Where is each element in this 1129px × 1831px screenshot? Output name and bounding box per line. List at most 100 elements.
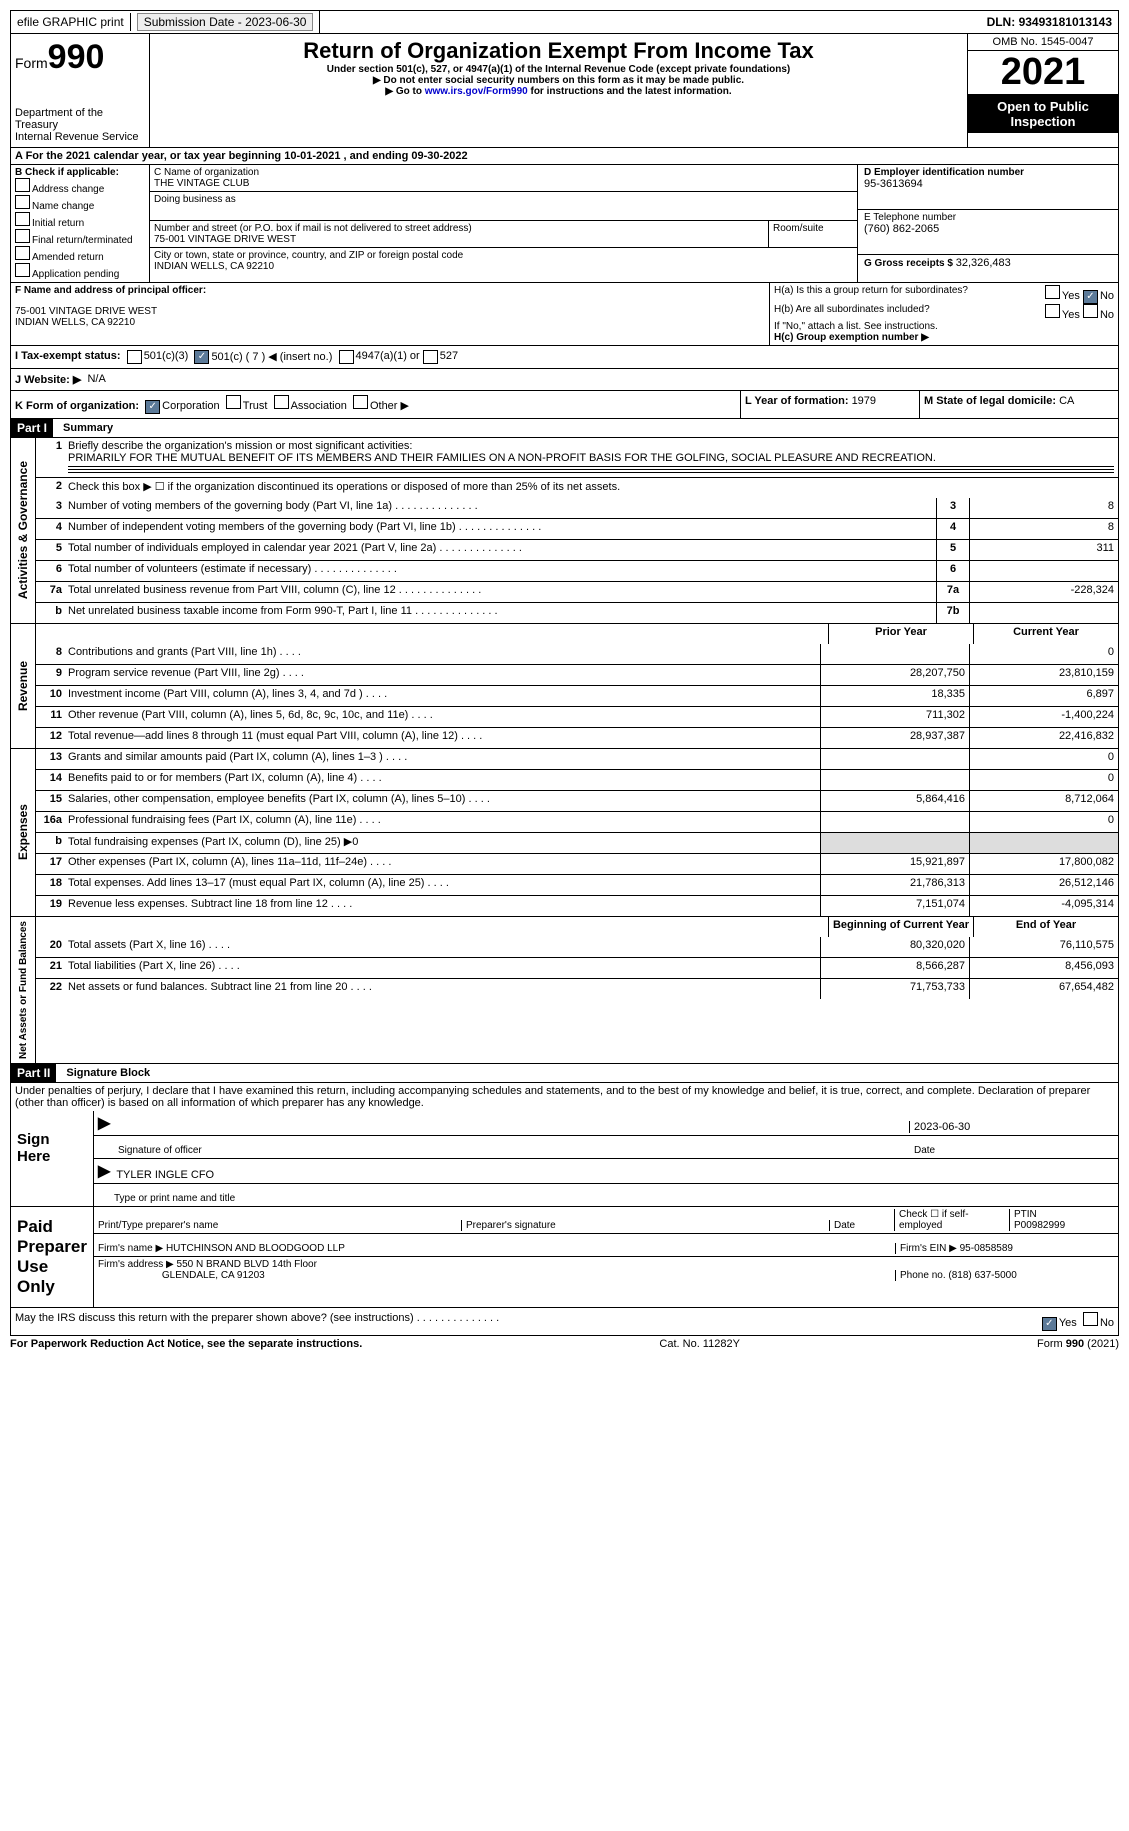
part2-badge: Part II xyxy=(11,1064,56,1082)
chk-application-pending[interactable] xyxy=(15,263,30,277)
ha-label: H(a) Is this a group return for subordin… xyxy=(774,285,968,304)
line-i: I Tax-exempt status: 501(c)(3) ✓501(c) (… xyxy=(10,346,1119,369)
table-row: 14Benefits paid to or for members (Part … xyxy=(36,769,1118,790)
pp-date-label: Date xyxy=(829,1220,894,1231)
submission-date-button[interactable]: Submission Date - 2023-06-30 xyxy=(137,13,314,31)
col-current-year: Current Year xyxy=(973,624,1118,644)
table-row: 20Total assets (Part X, line 16)80,320,0… xyxy=(36,937,1118,957)
box-e-label: E Telephone number xyxy=(864,212,1112,223)
chk-527[interactable] xyxy=(423,350,438,364)
officer-name-title: TYLER INGLE CFO xyxy=(116,1169,214,1181)
section-net-assets: Net Assets or Fund Balances Beginning of… xyxy=(10,917,1119,1064)
firm-addr2: GLENDALE, CA 91203 xyxy=(162,1270,265,1281)
chk-hb-no[interactable] xyxy=(1083,304,1098,318)
line-j: J Website: ▶ N/A xyxy=(10,369,1119,391)
firm-ein: 95-0858589 xyxy=(960,1243,1013,1254)
paid-preparer-block: Paid Preparer Use Only Print/Type prepar… xyxy=(10,1207,1119,1308)
chk-amended-return[interactable] xyxy=(15,246,30,260)
org-city: INDIAN WELLS, CA 92210 xyxy=(154,261,853,272)
table-row: 10Investment income (Part VIII, column (… xyxy=(36,685,1118,706)
table-row: 21Total liabilities (Part X, line 26)8,5… xyxy=(36,957,1118,978)
chk-address-change[interactable] xyxy=(15,178,30,192)
box-c-name-label: C Name of organization xyxy=(154,167,853,178)
box-j-label: J Website: ▶ xyxy=(15,373,81,386)
state-domicile: CA xyxy=(1059,395,1074,407)
chk-discuss-no[interactable] xyxy=(1083,1312,1098,1326)
chk-4947[interactable] xyxy=(339,350,354,364)
section-bcdeg: B Check if applicable: Address change Na… xyxy=(10,165,1119,283)
chk-ha-yes[interactable] xyxy=(1045,285,1060,299)
col-prior-year: Prior Year xyxy=(828,624,973,644)
goto-line: ▶ Go to www.irs.gov/Form990 for instruct… xyxy=(154,86,963,97)
part1-title: Summary xyxy=(63,422,113,434)
type-name-label: Type or print name and title xyxy=(94,1184,1118,1206)
col-eoy: End of Year xyxy=(973,917,1118,937)
chk-assoc[interactable] xyxy=(274,395,289,409)
org-address: 75-001 VINTAGE DRIVE WEST xyxy=(154,234,764,245)
tab-net-assets: Net Assets or Fund Balances xyxy=(18,917,29,1063)
dln-label: DLN: xyxy=(987,15,1019,29)
line-a-period: A For the 2021 calendar year, or tax yea… xyxy=(10,148,1119,165)
hc-label: H(c) Group exemption number ▶ xyxy=(774,332,1114,343)
table-row: 15Salaries, other compensation, employee… xyxy=(36,790,1118,811)
website-value: N/A xyxy=(87,373,105,386)
table-row: 3Number of voting members of the governi… xyxy=(36,498,1118,518)
ssn-warning: ▶ Do not enter social security numbers o… xyxy=(154,75,963,86)
firm-ein-label: Firm's EIN ▶ xyxy=(900,1243,960,1254)
chk-discuss-yes[interactable]: ✓ xyxy=(1042,1317,1057,1331)
org-name: THE VINTAGE CLUB xyxy=(154,178,853,189)
table-row: 8Contributions and grants (Part VIII, li… xyxy=(36,644,1118,664)
form990-link[interactable]: www.irs.gov/Form990 xyxy=(425,86,528,97)
table-row: 6Total number of volunteers (estimate if… xyxy=(36,560,1118,581)
chk-initial-return[interactable] xyxy=(15,212,30,226)
sign-here-block: Sign Here ▶ 2023-06-30 Signature of offi… xyxy=(10,1111,1119,1207)
chk-501c[interactable]: ✓ xyxy=(194,350,209,364)
table-row: 9Program service revenue (Part VIII, lin… xyxy=(36,664,1118,685)
perjury-declaration: Under penalties of perjury, I declare th… xyxy=(10,1083,1119,1111)
chk-501c3[interactable] xyxy=(127,350,142,364)
sig-date: 2023-06-30 xyxy=(909,1121,1114,1133)
table-row: 7aTotal unrelated business revenue from … xyxy=(36,581,1118,602)
form-title: Return of Organization Exempt From Incom… xyxy=(154,38,963,64)
sign-here-label: Sign Here xyxy=(11,1111,94,1206)
table-row: 19Revenue less expenses. Subtract line 1… xyxy=(36,895,1118,916)
open-to-public: Open to Public Inspection xyxy=(968,95,1118,133)
efile-label: efile GRAPHIC print xyxy=(17,15,124,29)
firm-addr1: 550 N BRAND BLVD 14th Floor xyxy=(177,1259,317,1270)
omb-number: OMB No. 1545-0047 xyxy=(968,34,1118,50)
chk-hb-yes[interactable] xyxy=(1045,304,1060,318)
table-row: 13Grants and similar amounts paid (Part … xyxy=(36,749,1118,769)
pra-notice: For Paperwork Reduction Act Notice, see … xyxy=(10,1338,362,1350)
table-row: 11Other revenue (Part VIII, column (A), … xyxy=(36,706,1118,727)
section-fh: F Name and address of principal officer:… xyxy=(10,283,1119,346)
hb-note: If "No," attach a list. See instructions… xyxy=(774,321,1114,332)
arrow-icon: ▶ xyxy=(98,1113,110,1133)
phone-value: (818) 637-5000 xyxy=(948,1270,1016,1281)
section-activities-governance: Activities & Governance 1 Briefly descri… xyxy=(10,438,1119,624)
arrow-icon: ▶ xyxy=(98,1161,110,1181)
addr-label: Number and street (or P.O. box if mail i… xyxy=(154,223,764,234)
table-row: bTotal fundraising expenses (Part IX, co… xyxy=(36,832,1118,853)
dln-value: 93493181013143 xyxy=(1019,15,1112,29)
chk-ha-no[interactable]: ✓ xyxy=(1083,290,1098,304)
page-footer: For Paperwork Reduction Act Notice, see … xyxy=(10,1336,1119,1350)
chk-other[interactable] xyxy=(353,395,368,409)
chk-name-change[interactable] xyxy=(15,195,30,209)
pp-sig-label: Preparer's signature xyxy=(461,1220,829,1231)
discuss-text: May the IRS discuss this return with the… xyxy=(15,1312,499,1331)
table-row: 12Total revenue—add lines 8 through 11 (… xyxy=(36,727,1118,748)
date-label: Date xyxy=(910,1145,1114,1156)
form-subtitle: Under section 501(c), 527, or 4947(a)(1)… xyxy=(154,64,963,75)
sig-officer-label: Signature of officer xyxy=(98,1145,910,1156)
line1-label: Briefly describe the organization's miss… xyxy=(68,440,412,452)
dba-label: Doing business as xyxy=(154,194,853,205)
chk-final-return[interactable] xyxy=(15,229,30,243)
chk-corp[interactable]: ✓ xyxy=(145,400,160,414)
form-ref: Form 990 (2021) xyxy=(1037,1338,1119,1350)
line-klm: K Form of organization: ✓Corporation Tru… xyxy=(10,391,1119,419)
ptin-value: P00982999 xyxy=(1014,1220,1065,1231)
box-m-label: M State of legal domicile: xyxy=(924,395,1059,407)
col-boy: Beginning of Current Year xyxy=(828,917,973,937)
chk-trust[interactable] xyxy=(226,395,241,409)
box-l-label: L Year of formation: xyxy=(745,395,852,407)
